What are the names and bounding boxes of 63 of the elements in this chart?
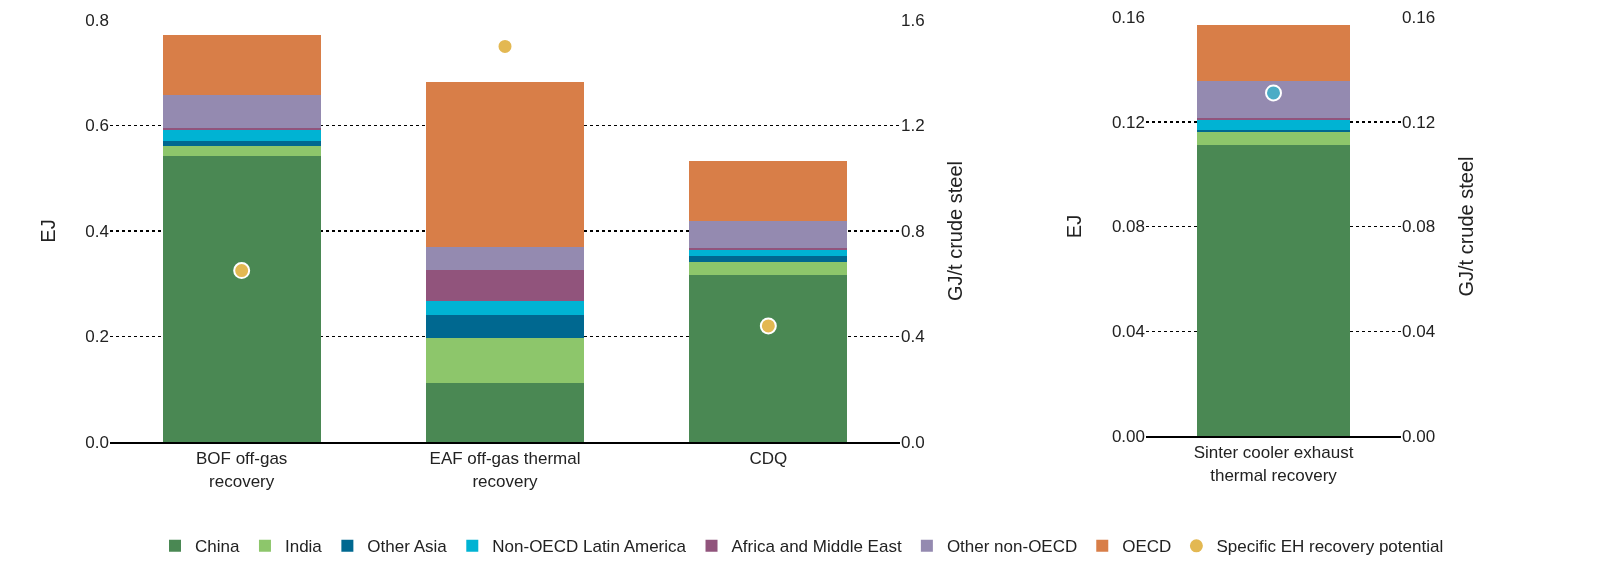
y-tick-label: 0.00 [1111, 426, 1145, 446]
y-tick-label: 0.16 [1111, 7, 1145, 27]
y2-tick-label: 0.0 [901, 432, 925, 452]
y2-tick-label: 0.4 [901, 327, 925, 347]
y2-tick-label: 1.6 [901, 10, 925, 30]
y-tick-label: 0.04 [1111, 322, 1145, 342]
legend-label: Africa and Middle East [731, 537, 902, 557]
legend-label: India [284, 537, 323, 557]
legend-label: Other Asia [367, 537, 448, 557]
x-tick-label: BOF off-gas recovery [196, 449, 288, 491]
bar [162, 140, 321, 147]
y-tick-label: 0.8 [85, 10, 109, 30]
point [759, 317, 777, 335]
bar [1197, 132, 1350, 146]
legend-label: China [195, 537, 240, 557]
bar [426, 315, 584, 339]
bar [689, 275, 848, 442]
bar [426, 300, 584, 316]
bar [689, 261, 848, 276]
bar [1197, 81, 1350, 118]
y2-tick-label: 0.08 [1402, 217, 1436, 237]
legend-label: Non-OECD Latin America [492, 537, 687, 557]
bar [689, 220, 848, 249]
bar [426, 247, 584, 271]
bar [689, 249, 848, 257]
bar [162, 128, 321, 131]
bar [162, 34, 321, 96]
bar [1197, 145, 1350, 436]
bar [162, 95, 321, 129]
y-tick-label: 0.6 [85, 116, 109, 136]
bar [426, 270, 584, 301]
bar [689, 161, 848, 221]
bar [426, 81, 584, 248]
y-tick-label: 0.0 [85, 432, 109, 452]
bar [689, 256, 848, 262]
x-tick-label: EAF off-gas thermal recovery [429, 449, 581, 491]
point [233, 262, 251, 280]
y2-axis-title: GJ/t crude steel [1454, 156, 1477, 297]
bar [162, 130, 321, 141]
y-axis-title: EJ [36, 219, 59, 243]
bar [426, 338, 584, 384]
y-tick-label: 0.4 [85, 221, 109, 241]
y2-tick-label: 0.16 [1402, 7, 1436, 27]
legend-label: Other non-OECD [946, 537, 1078, 557]
legend-label: OECD [1122, 537, 1172, 557]
legend-label: Specific EH recovery potential [1216, 537, 1444, 557]
x-tick-label: Sinter cooler exhaust thermal recovery [1193, 443, 1354, 485]
y2-tick-label: 1.2 [901, 116, 925, 136]
y-tick-label: 0.08 [1111, 217, 1145, 237]
y-tick-label: 0.2 [85, 327, 109, 347]
y2-tick-label: 0.12 [1402, 112, 1436, 132]
y2-axis-title: GJ/t crude steel [944, 160, 967, 302]
y-tick-label: 0.12 [1111, 112, 1145, 132]
bar [162, 146, 321, 156]
bar [426, 383, 584, 442]
y-axis-title: EJ [1063, 214, 1086, 239]
y2-tick-label: 0.04 [1402, 322, 1436, 342]
y2-tick-label: 0.00 [1402, 426, 1436, 446]
bar [162, 155, 321, 442]
y2-tick-label: 0.8 [901, 221, 925, 241]
bar [1197, 120, 1350, 130]
bar [1197, 24, 1350, 82]
x-tick-label: CDQ [749, 449, 788, 469]
